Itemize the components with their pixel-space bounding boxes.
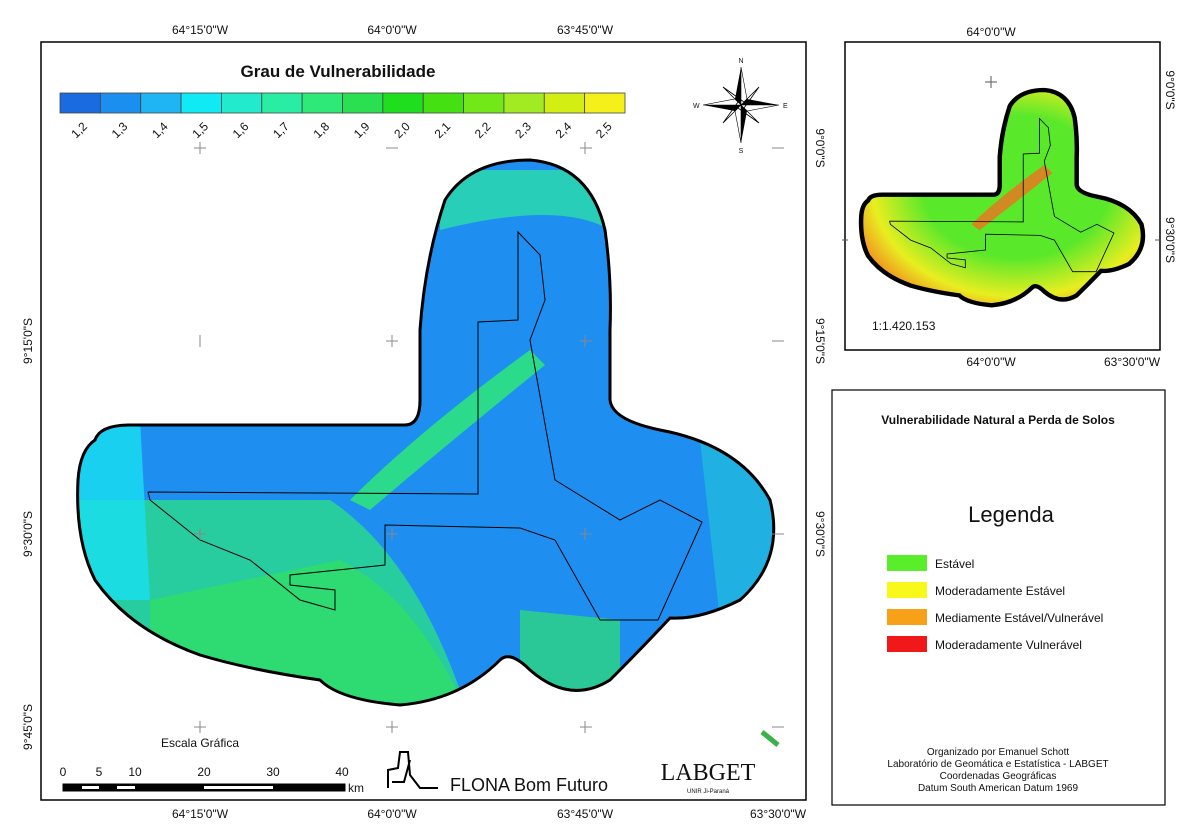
legend-label: Moderadamente Vulnerável [935, 638, 1082, 652]
compass-e: E [783, 103, 788, 110]
credit-line: Coordenadas Geográficas [940, 771, 1057, 782]
right-latitude-label: 9°0'0"S [813, 128, 827, 167]
legend-swatch [887, 609, 927, 625]
legend-swatch [887, 555, 927, 571]
colorbar-swatch [383, 93, 423, 113]
colorbar-swatch [221, 93, 261, 113]
scale-label: 10 [128, 765, 142, 779]
colorbar-swatch [423, 93, 463, 113]
inset-scale: 1:1.420.153 [872, 319, 936, 333]
colorbar-swatch [60, 93, 100, 113]
left-latitude-label: 9°30'0"S [21, 511, 35, 557]
compass-w: W [693, 103, 700, 110]
credit-line: Datum South American Datum 1969 [918, 783, 1079, 794]
bottom-longitude-label: 63°30'0"W [750, 807, 807, 821]
colorbar-swatch [544, 93, 584, 113]
compass-n: N [738, 58, 743, 65]
scale-bar [63, 784, 345, 791]
colorbar-swatch [302, 93, 342, 113]
scale-label: 5 [96, 765, 103, 779]
colorbar-swatch [141, 93, 181, 113]
credit-line: Organizado por Emanuel Schott [927, 747, 1070, 758]
legend-label: Moderadamente Estável [935, 584, 1065, 598]
inset-top-label: 64°0'0"W [966, 25, 1016, 39]
right-latitude-label: 9°15'0"S [813, 318, 827, 364]
top-longitude-label: 64°0'0"W [367, 23, 417, 37]
logo-name: LABGET [661, 760, 756, 786]
legend-label: Estável [935, 557, 974, 571]
scale-label: 40 [335, 765, 349, 779]
colorbar-swatch [262, 93, 302, 113]
colorbar-swatch [504, 93, 544, 113]
top-longitude-label: 63°45'0"W [557, 23, 614, 37]
colorbar-swatch [585, 93, 625, 113]
colorbar-swatch [100, 93, 140, 113]
compass-s: S [739, 148, 744, 155]
colorbar-swatch [181, 93, 221, 113]
inset-bottom-label: 64°0'0"W [966, 355, 1016, 369]
right-latitude-label: 9°30'0"S [813, 511, 827, 557]
inset-right-label: 9°30'0"S [1163, 217, 1177, 263]
credit-line: Laboratório de Geomática e Estatística -… [887, 759, 1108, 770]
bottom-longitude-label: 64°15'0"W [172, 807, 229, 821]
legend-swatch [887, 636, 927, 652]
scale-title: Escala Gráfica [161, 736, 239, 750]
map-page: 64°15'0"W 64°0'0"W 63°45'0"W 64°15'0"W 6… [0, 0, 1180, 834]
scale-label: 0 [60, 765, 67, 779]
scale-unit: km [348, 781, 364, 795]
colorbar-swatch [343, 93, 383, 113]
bottom-longitude-label: 63°45'0"W [557, 807, 614, 821]
inset-right-label: 9°0'0"S [1163, 70, 1177, 109]
legend-heading: Legenda [968, 502, 1054, 527]
logo-sub: UNIR Ji-Paraná [687, 789, 730, 795]
left-latitude-label: 9°45'0"S [21, 704, 35, 750]
scale-label: 20 [197, 765, 211, 779]
legend-label: Mediamente Estável/Vulnerável [935, 611, 1103, 625]
left-latitude-label: 9°15'0"S [21, 318, 35, 364]
area-label: FLONA Bom Futuro [450, 775, 608, 795]
colorbar-swatch [464, 93, 504, 113]
bottom-longitude-label: 64°0'0"W [367, 807, 417, 821]
legend-swatch [887, 582, 927, 598]
legend-panel-title: Vulnerabilidade Natural a Perda de Solos [881, 413, 1115, 427]
scale-label: 30 [266, 765, 280, 779]
top-longitude-label: 64°15'0"W [172, 23, 229, 37]
colorbar-title: Grau de Vulnerabilidade [241, 62, 436, 81]
inset-bottom-label: 63°30'0"W [1104, 355, 1161, 369]
